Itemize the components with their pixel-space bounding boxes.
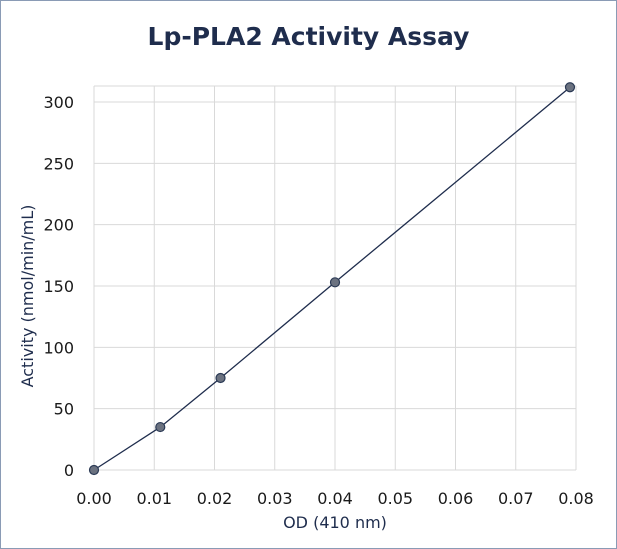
x-axis-label: OD (410 nm)	[283, 513, 387, 532]
y-tick-label: 150	[43, 277, 74, 296]
x-tick-label: 0.05	[377, 489, 413, 508]
x-tick-labels: 0.00 0.01 0.02 0.03 0.04 0.05 0.06 0.07 0.08	[76, 489, 594, 508]
data-point	[215, 372, 226, 384]
y-tick-label: 300	[43, 93, 74, 112]
data-points	[88, 82, 576, 476]
x-tick-label: 0.01	[136, 489, 172, 508]
y-tick-label: 0	[64, 461, 74, 480]
data-point	[564, 82, 576, 93]
x-tick-label: 0.08	[558, 489, 594, 508]
y-tick-label: 250	[43, 154, 74, 173]
y-tick-label: 50	[54, 400, 74, 419]
data-point	[88, 464, 100, 476]
y-axis-label: Activity (nmol/min/mL)	[18, 205, 37, 388]
x-tick-label: 0.07	[498, 489, 534, 508]
data-point	[329, 277, 341, 288]
y-tick-label: 100	[43, 338, 74, 357]
y-tick-label: 200	[43, 216, 74, 235]
data-point	[155, 421, 166, 433]
y-tick-labels: 0 50 100 150 200 250 300	[43, 93, 74, 480]
x-tick-label: 0.04	[317, 489, 353, 508]
x-tick-label: 0.06	[438, 489, 474, 508]
grid-lines	[93, 85, 577, 471]
chart-title: Lp-PLA2 Activity Assay	[147, 22, 470, 51]
x-tick-label: 0.03	[257, 489, 293, 508]
x-tick-label: 0.00	[76, 489, 112, 508]
x-tick-label: 0.02	[197, 489, 233, 508]
